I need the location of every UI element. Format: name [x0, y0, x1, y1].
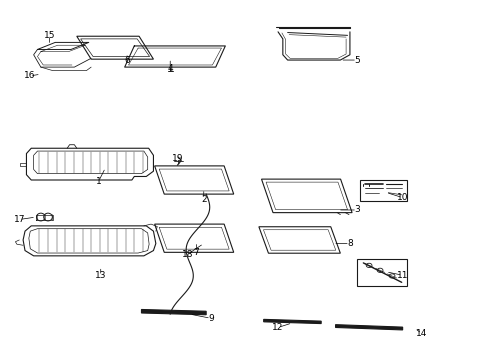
- Polygon shape: [141, 310, 206, 315]
- Text: 16: 16: [24, 71, 36, 80]
- Text: 18: 18: [182, 249, 193, 258]
- Polygon shape: [154, 224, 233, 252]
- Text: 2: 2: [201, 195, 206, 204]
- Text: 15: 15: [43, 31, 55, 40]
- Text: 12: 12: [272, 323, 283, 332]
- Text: 9: 9: [208, 314, 213, 323]
- Polygon shape: [261, 179, 351, 213]
- Polygon shape: [263, 319, 321, 324]
- Text: 17: 17: [14, 215, 25, 224]
- Polygon shape: [77, 36, 153, 59]
- Text: 11: 11: [396, 271, 407, 280]
- Text: 8: 8: [346, 239, 352, 248]
- Polygon shape: [258, 227, 340, 253]
- Ellipse shape: [43, 213, 52, 221]
- Text: 5: 5: [353, 55, 359, 64]
- Text: 14: 14: [415, 329, 427, 338]
- Polygon shape: [356, 259, 407, 286]
- Polygon shape: [335, 325, 402, 330]
- Text: 7: 7: [193, 248, 199, 257]
- Text: 10: 10: [396, 193, 407, 202]
- Polygon shape: [154, 166, 233, 194]
- Text: 19: 19: [171, 154, 183, 163]
- Polygon shape: [26, 148, 153, 180]
- Ellipse shape: [37, 213, 45, 221]
- Text: 3: 3: [353, 206, 359, 215]
- Text: 4: 4: [167, 64, 173, 73]
- Text: 1: 1: [95, 177, 101, 186]
- Text: 6: 6: [124, 55, 130, 64]
- Polygon shape: [23, 226, 156, 256]
- Polygon shape: [359, 180, 407, 201]
- Text: 13: 13: [95, 271, 106, 280]
